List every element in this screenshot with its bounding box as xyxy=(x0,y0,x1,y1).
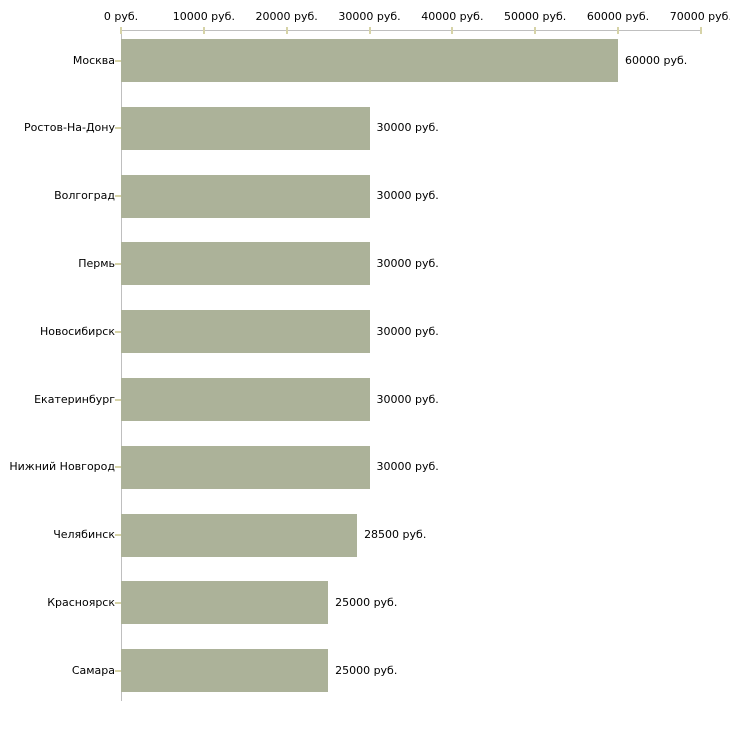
x-axis-line xyxy=(121,30,702,31)
x-axis-tick-label: 30000 руб. xyxy=(338,10,401,23)
x-axis-tick-label: 20000 руб. xyxy=(255,10,318,23)
bar xyxy=(121,649,329,693)
category-tick xyxy=(115,59,121,62)
x-axis-tick xyxy=(699,27,702,34)
bar xyxy=(121,174,370,218)
x-axis-tick xyxy=(120,27,122,34)
category-label: Москва xyxy=(72,53,115,67)
category-tick xyxy=(115,262,121,265)
category-tick xyxy=(115,330,121,333)
category-label: Новосибирск xyxy=(39,324,115,338)
bar xyxy=(121,39,618,82)
category-label: Красноярск xyxy=(47,595,115,609)
x-axis-tick-label: 60000 руб. xyxy=(586,10,650,23)
x-axis-tick xyxy=(617,27,619,34)
category-tick xyxy=(115,195,121,198)
category-tick xyxy=(115,398,121,401)
bar xyxy=(121,378,370,421)
value-label: 30000 руб. xyxy=(376,256,439,270)
value-label: 30000 руб. xyxy=(376,460,439,474)
category-label: Нижний Новгород xyxy=(9,460,115,474)
value-label: 25000 руб. xyxy=(335,595,398,609)
category-label: Ростов-На-Дону xyxy=(23,121,115,135)
value-label: 30000 руб. xyxy=(376,392,439,406)
category-tick xyxy=(115,669,121,672)
bar xyxy=(121,513,358,557)
value-label: 28500 руб. xyxy=(364,528,427,542)
category-label: Пермь xyxy=(78,256,115,270)
x-axis-tick-label: 0 руб. xyxy=(103,10,139,23)
category-tick xyxy=(115,534,121,537)
x-axis-tick xyxy=(451,27,454,34)
x-axis-tick xyxy=(285,27,288,34)
x-axis-tick-label: 10000 руб. xyxy=(172,10,235,23)
value-label: 30000 руб. xyxy=(376,121,439,135)
value-label: 60000 руб. xyxy=(625,53,688,67)
category-label: Екатеринбург xyxy=(34,392,115,406)
y-axis-line xyxy=(121,30,122,701)
bar xyxy=(121,445,370,489)
category-label: Самара xyxy=(71,663,115,677)
bar xyxy=(121,106,370,150)
bar xyxy=(121,581,329,625)
value-label: 25000 руб. xyxy=(335,663,398,677)
category-tick xyxy=(115,466,121,469)
x-axis-tick-label: 40000 руб. xyxy=(421,10,484,23)
x-axis-tick xyxy=(534,27,537,34)
category-label: Челябинск xyxy=(53,528,115,542)
category-label: Волгоград xyxy=(54,189,115,203)
value-label: 30000 руб. xyxy=(376,324,439,338)
x-axis-tick-label: 70000 руб. xyxy=(669,10,730,23)
bar xyxy=(121,310,370,354)
bar xyxy=(121,242,370,286)
category-tick xyxy=(115,601,121,604)
category-tick xyxy=(115,127,121,130)
x-axis-tick xyxy=(202,27,205,34)
x-axis-tick xyxy=(368,27,371,34)
value-label: 30000 руб. xyxy=(376,189,439,203)
x-axis-tick-label: 50000 руб. xyxy=(504,10,567,23)
